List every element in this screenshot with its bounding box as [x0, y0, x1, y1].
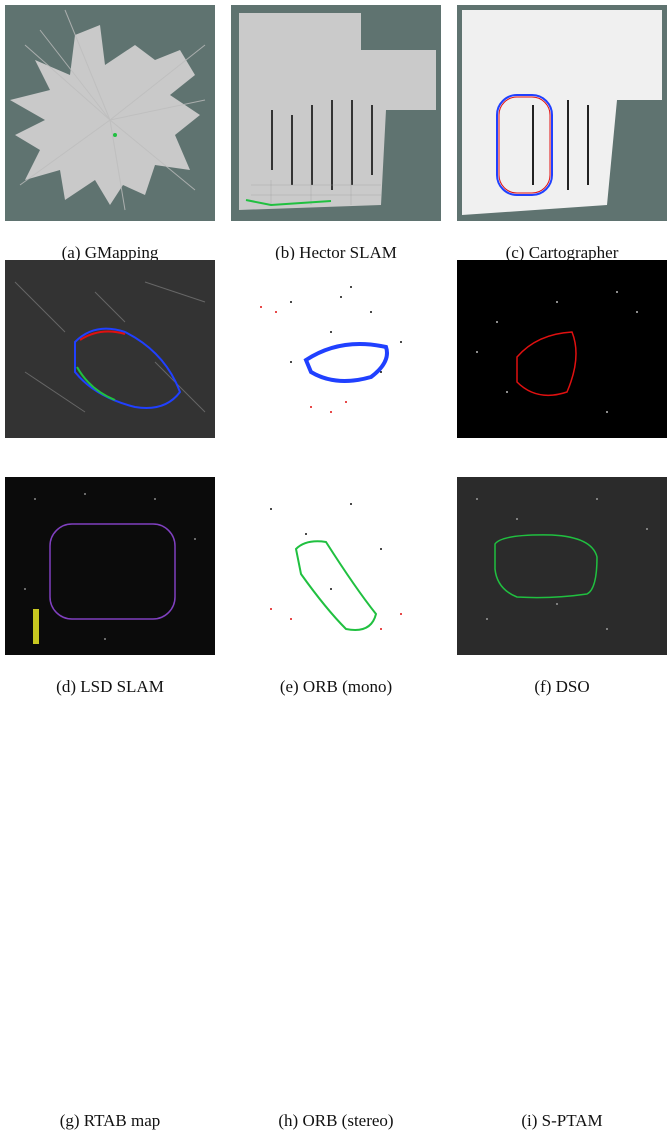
panel-caption: (c) Cartographer — [505, 243, 619, 262]
panel-caption: (f) DSO — [534, 677, 590, 696]
panel-dso: (f) DSO — [457, 222, 667, 696]
orb-stereo-map-image — [231, 477, 441, 655]
panel-caption: (g) RTAB map — [59, 1111, 161, 1130]
panel-orb-mono: (e) ORB (mono) — [231, 222, 441, 696]
panel-cartographer: (c) Cartographer — [457, 5, 667, 262]
rtab-map-map-image — [5, 477, 215, 655]
panel-caption: (d) LSD SLAM — [56, 677, 164, 696]
panel-caption: (a) GMapping — [61, 243, 159, 262]
panel-rtab-map: (g) RTAB map — [5, 439, 215, 1130]
orb-mono-map-image — [231, 260, 441, 438]
panel-caption: (e) ORB (mono) — [279, 677, 393, 696]
gmapping-map-image — [5, 5, 215, 221]
panel-caption: (h) ORB (stereo) — [278, 1111, 394, 1130]
dso-map-image — [457, 260, 667, 438]
lsd-slam-map-image — [5, 260, 215, 438]
panel-hector-slam: (b) Hector SLAM — [231, 5, 441, 262]
panel-gmapping: (a) GMapping — [5, 5, 215, 262]
panel-caption: (i) S-PTAM — [521, 1111, 603, 1130]
panel-lsd-slam: (d) LSD SLAM — [5, 222, 215, 696]
panel-caption: (b) Hector SLAM — [275, 243, 397, 262]
panel-orb-stereo: (h) ORB (stereo) — [231, 439, 441, 1130]
s-ptam-map-image — [457, 477, 667, 655]
panel-s-ptam: (i) S-PTAM — [457, 439, 667, 1130]
hector-slam-map-image — [231, 5, 441, 221]
cartographer-map-image — [457, 5, 667, 221]
